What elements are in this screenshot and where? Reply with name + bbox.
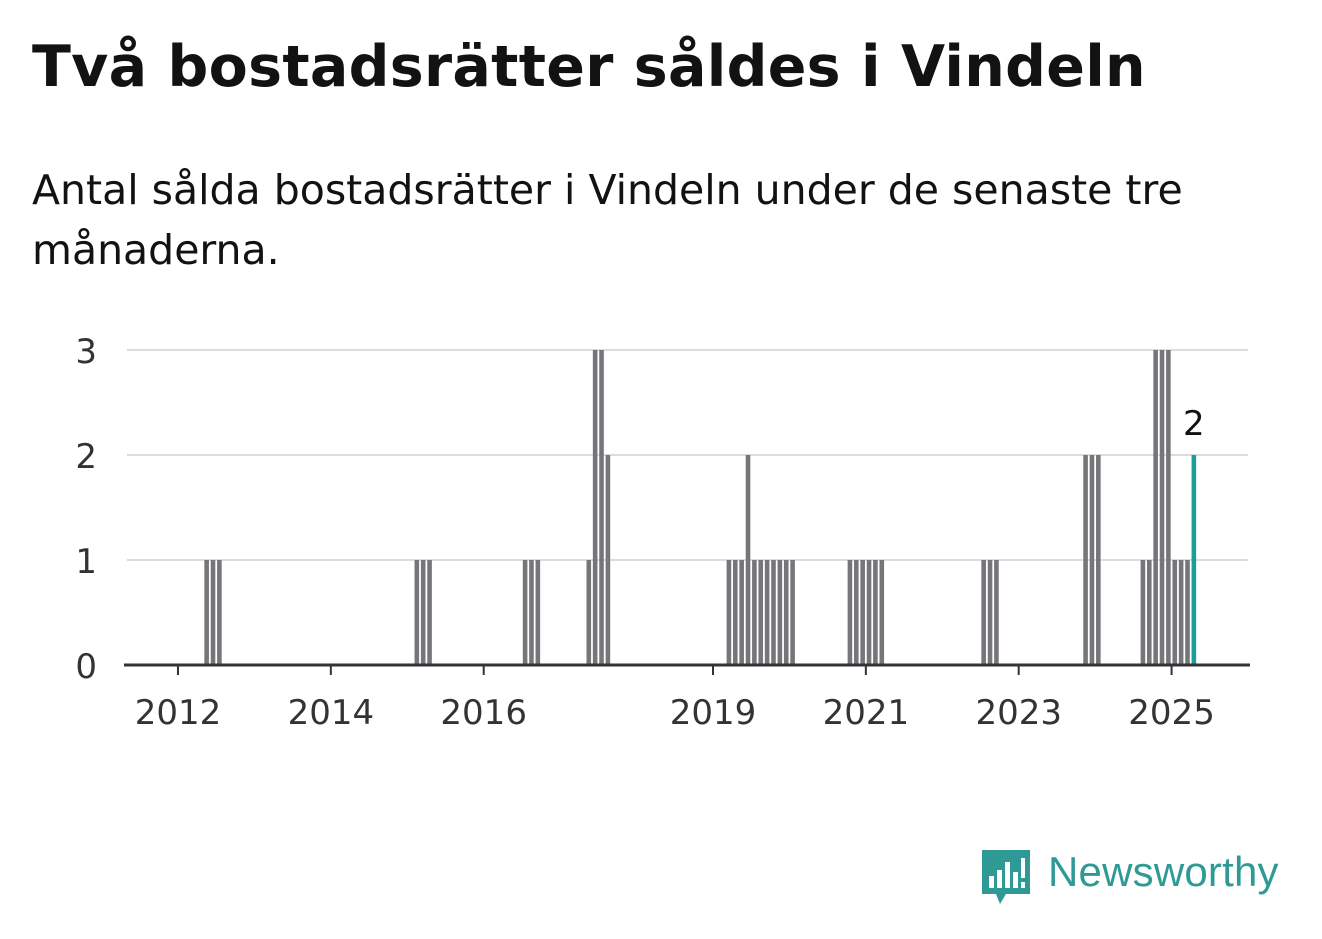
x-tick-label: 2019 [670,693,757,733]
bar [873,560,878,665]
y-tick-label: 1 [75,542,97,582]
bar-chart: 0 1 2 3 2012 2014 2016 2019 2021 2023 2025 2 [75,332,1250,733]
bar [1140,560,1146,665]
bar [1185,560,1190,665]
bar [847,560,853,665]
bar [879,560,885,665]
bar [427,560,432,665]
bar [420,560,426,665]
bar [1083,455,1088,665]
bar [1146,560,1152,665]
newsworthy-logo-icon [982,850,1030,904]
bar [994,560,999,665]
bar [860,560,865,665]
bar [764,560,770,665]
bar [758,560,764,665]
bar [535,560,541,665]
bar [783,560,789,665]
x-axis-ticks: 2012 2014 2016 2019 2021 2023 2025 [135,665,1215,733]
bar [414,560,420,665]
bar [732,560,738,665]
chart-subtitle: Antal sålda bostadsrätter i Vindeln unde… [32,166,1183,274]
y-tick-label: 2 [75,437,97,477]
annotations: 2 [1183,404,1205,444]
bar [771,560,776,665]
data-label: 2 [1183,404,1205,444]
bar [866,560,872,665]
highlighted-bar [1191,455,1197,665]
bar [854,560,859,665]
bar [987,560,993,665]
bar [529,560,534,665]
y-tick-label: 0 [75,647,97,687]
bar [599,350,604,665]
gridlines [127,349,1248,561]
bar [522,560,528,665]
chart-title: Två bostadsrätter såldes i Vindeln [32,34,1146,100]
bar [777,560,783,665]
bar [605,455,611,665]
bar [1153,350,1158,665]
bar [586,560,592,665]
bar [217,560,222,665]
y-tick-label: 3 [75,332,97,372]
bar [592,350,598,665]
bar [726,560,732,665]
bar [1172,560,1178,665]
x-tick-label: 2025 [1128,693,1215,733]
bar [739,560,744,665]
bar [1089,455,1095,665]
bar [745,455,751,665]
bar [204,560,209,665]
bar [752,560,757,665]
bar [1178,560,1184,665]
bar [210,560,216,665]
bar [1096,455,1101,665]
y-axis-ticks: 0 1 2 3 [75,332,97,687]
x-tick-label: 2012 [135,693,222,733]
x-tick-label: 2021 [823,693,910,733]
bar [1159,350,1165,665]
x-tick-label: 2016 [440,693,527,733]
bar [1166,350,1171,665]
brand-name: Newsworthy [1048,848,1279,895]
x-tick-label: 2023 [975,693,1062,733]
bars [204,350,1197,665]
x-tick-label: 2014 [288,693,375,733]
bar [790,560,795,665]
bar [981,560,986,665]
